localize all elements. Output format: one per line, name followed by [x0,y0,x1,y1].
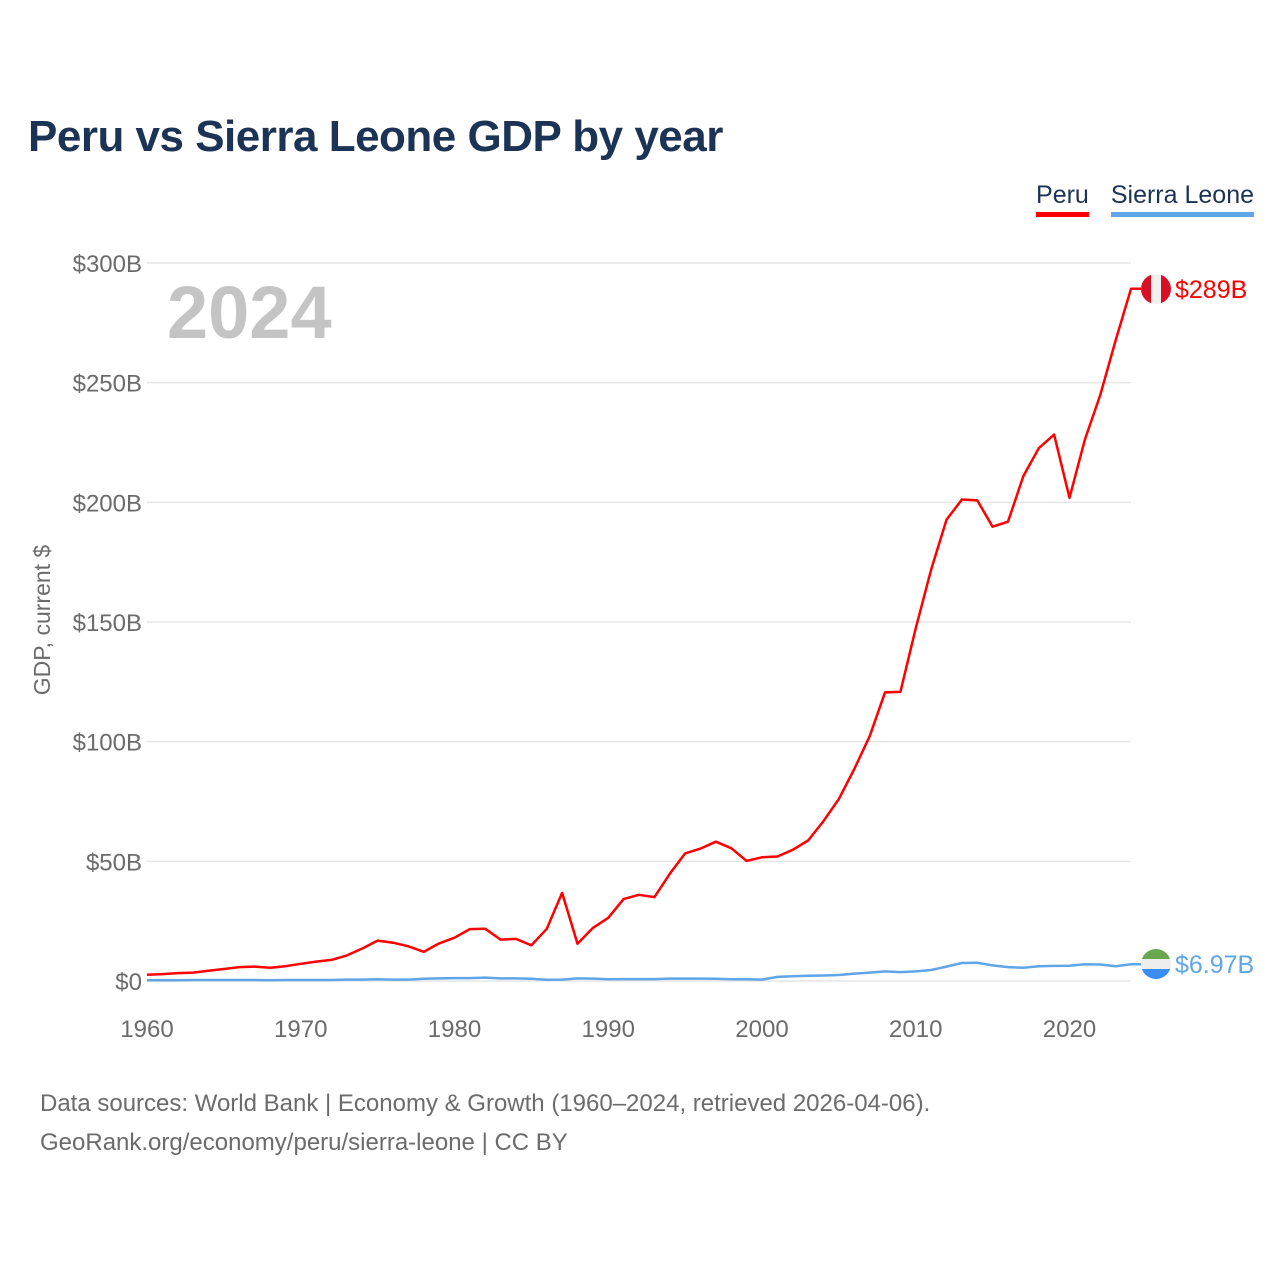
y-tick-label: $250B [73,371,142,398]
y-tick-label: $300B [73,251,142,278]
end-value-label: $289B [1175,276,1247,304]
series-line-peru [146,287,1141,977]
year-watermark: 2024 [167,271,332,354]
chart-title: Peru vs Sierra Leone GDP by year [28,112,723,161]
legend-item-sierra-leone[interactable]: Sierra Leone [1110,181,1254,217]
x-tick-label: 2010 [889,1016,942,1043]
y-tick-label: $100B [73,730,142,757]
y-tick-label: $200B [73,490,142,517]
footer: Data sources: World Bank | Economy & Gro… [40,1084,930,1162]
end-value-label: $6.97B [1175,951,1254,979]
data-sources-text: Data sources: World Bank | Economy & Gro… [40,1090,931,1117]
y-tick-label: $0 [115,969,142,996]
x-tick-label: 2020 [1043,1016,1096,1043]
x-tick-label: 1990 [582,1016,635,1043]
y-tick-label: $50B [86,849,142,876]
legend: Peru Sierra Leone [1036,181,1254,217]
x-tick-label: 1970 [274,1016,327,1043]
attribution-text: GeoRank.org/economy/peru/sierra-leone | … [40,1129,568,1156]
peru-flag-icon [1141,274,1171,304]
x-tick-label: 1960 [120,1016,173,1043]
y-tick-label: $150B [73,610,142,637]
x-tick-label: 1980 [428,1016,481,1043]
sierra-leone-flag-icon [1141,949,1171,979]
legend-item-peru[interactable]: Peru [1036,181,1089,217]
y-axis-label: GDP, current $ [29,545,55,696]
x-tick-label: 2000 [735,1016,788,1043]
series-line-sierra-leone [147,961,1141,982]
